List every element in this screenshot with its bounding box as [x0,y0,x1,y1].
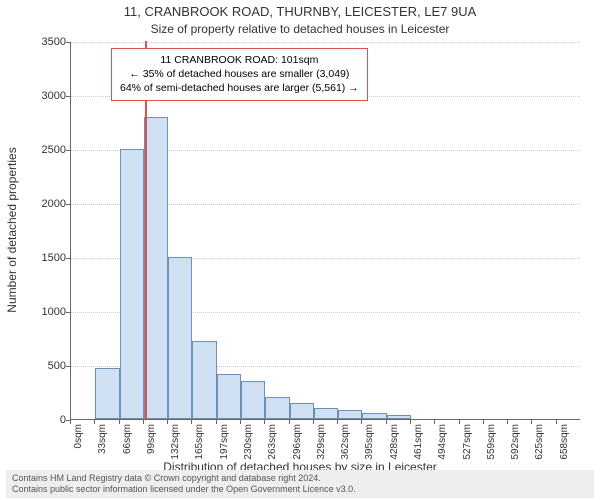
annotation-line: ← 35% of detached houses are smaller (3,… [120,67,359,81]
y-tick-label: 3500 [26,36,66,48]
x-tick-mark [410,420,411,424]
chart-title: 11, CRANBROOK ROAD, THURNBY, LEICESTER, … [0,4,600,19]
x-tick-mark [459,420,460,424]
x-tick-mark [70,420,71,424]
y-tick-mark [66,204,70,205]
histogram-bar [120,149,144,419]
footer-attribution: Contains HM Land Registry data © Crown c… [6,470,594,499]
x-tick-label: 527sqm [462,424,473,460]
y-tick-mark [66,366,70,367]
x-tick-mark [264,420,265,424]
y-tick-mark [66,96,70,97]
x-tick-label: 592sqm [510,424,521,460]
annotation-line: 64% of semi-detached houses are larger (… [120,81,359,95]
y-tick-label: 3000 [26,90,66,102]
x-tick-mark [507,420,508,424]
x-tick-mark [191,420,192,424]
x-tick-label: 33sqm [97,424,108,454]
x-tick-mark [240,420,241,424]
x-tick-mark [483,420,484,424]
x-tick-label: 395sqm [364,424,375,460]
x-tick-mark [313,420,314,424]
x-tick-mark [216,420,217,424]
y-tick-mark [66,42,70,43]
y-axis-label: Number of detached properties [5,147,19,312]
histogram-bar [362,413,386,419]
x-tick-label: 625sqm [534,424,545,460]
footer-line-2: Contains public sector information licen… [12,484,588,495]
x-tick-label: 263sqm [267,424,278,460]
x-tick-label: 296sqm [292,424,303,460]
x-tick-label: 329sqm [316,424,327,460]
x-tick-label: 559sqm [486,424,497,460]
x-tick-label: 428sqm [389,424,400,460]
x-tick-label: 197sqm [219,424,230,460]
histogram-bar [387,415,411,419]
annotation-line: 11 CRANBROOK ROAD: 101sqm [120,53,359,67]
histogram-bar [265,397,289,419]
x-tick-mark [337,420,338,424]
x-tick-mark [94,420,95,424]
x-tick-label: 99sqm [146,424,157,454]
x-tick-mark [386,420,387,424]
histogram-bar [241,381,265,419]
x-tick-mark [119,420,120,424]
x-tick-label: 230sqm [243,424,254,460]
x-tick-mark [289,420,290,424]
footer-line-1: Contains HM Land Registry data © Crown c… [12,473,588,484]
y-tick-label: 2500 [26,144,66,156]
y-tick-mark [66,150,70,151]
x-tick-mark [434,420,435,424]
x-tick-mark [167,420,168,424]
y-tick-label: 500 [26,360,66,372]
property-annotation: 11 CRANBROOK ROAD: 101sqm← 35% of detach… [111,48,368,101]
histogram-bar [217,374,241,419]
grid-line [71,42,580,43]
x-tick-label: 362sqm [340,424,351,460]
y-tick-label: 1000 [26,306,66,318]
x-tick-mark [361,420,362,424]
chart-subtitle: Size of property relative to detached ho… [0,22,600,36]
histogram-bar [168,257,192,419]
histogram-bar [192,341,216,419]
y-tick-label: 1500 [26,252,66,264]
y-tick-label: 0 [26,414,66,426]
x-tick-label: 165sqm [194,424,205,460]
histogram-bar [95,368,119,419]
y-tick-mark [66,258,70,259]
x-tick-label: 66sqm [122,424,133,454]
histogram-bar [338,410,362,419]
x-tick-mark [531,420,532,424]
y-tick-label: 2000 [26,198,66,210]
x-tick-label: 461sqm [413,424,424,460]
histogram-bar [290,403,314,419]
plot-area: 11 CRANBROOK ROAD: 101sqm← 35% of detach… [70,42,580,420]
histogram-bar [314,408,338,419]
y-tick-mark [66,312,70,313]
x-tick-label: 132sqm [170,424,181,460]
x-tick-mark [143,420,144,424]
x-tick-label: 0sqm [73,424,84,448]
x-tick-label: 658sqm [559,424,570,460]
x-tick-mark [556,420,557,424]
histogram-bar [144,117,168,419]
x-tick-label: 494sqm [437,424,448,460]
